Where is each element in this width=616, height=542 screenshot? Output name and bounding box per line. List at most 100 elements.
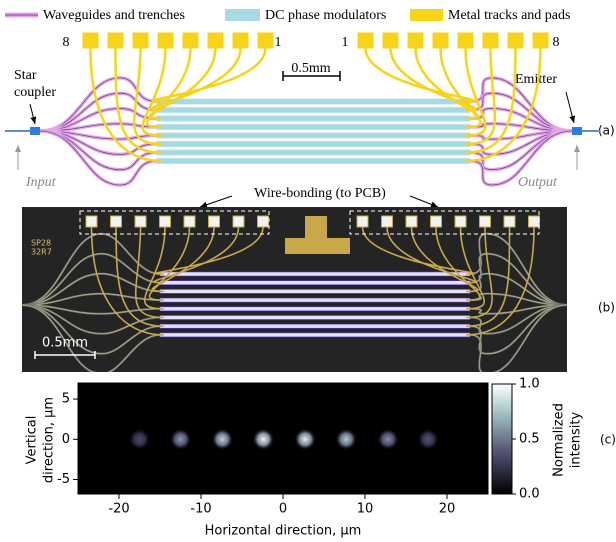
panel-b: Wire-bonding (to PCB) SP28 32R7 0.5mm (b… — [22, 186, 615, 374]
x-tick-label: -10 — [190, 502, 211, 517]
pad — [83, 33, 98, 48]
pad — [533, 33, 548, 48]
pad-label: 1 — [275, 35, 282, 50]
pad — [160, 216, 171, 227]
pad — [158, 33, 173, 48]
pad — [529, 216, 540, 227]
pad — [458, 33, 473, 48]
pad — [406, 216, 417, 227]
legend-label: DC phase modulators — [265, 8, 386, 23]
pad — [504, 216, 515, 227]
colorbar — [492, 384, 512, 494]
phase-modulator — [160, 333, 470, 337]
panel-c: Horizontal direction, μm Vertical direct… — [25, 377, 616, 539]
star-coupler-label: coupler — [14, 85, 56, 100]
x-tick-label: 10 — [357, 502, 374, 517]
spot — [294, 428, 316, 450]
arrow — [410, 196, 438, 207]
phase-modulator — [160, 316, 470, 320]
y-tick-label: -5 — [57, 472, 70, 487]
phase-modulator — [157, 159, 470, 164]
spot — [417, 428, 439, 450]
x-tick-label: 0 — [279, 502, 287, 517]
x-tick-label: 20 — [439, 502, 456, 517]
spot — [252, 428, 274, 450]
pad — [133, 33, 148, 48]
y-axis-label: direction, μm — [42, 397, 57, 483]
phase-modulator — [157, 142, 470, 147]
pad — [233, 33, 248, 48]
spot — [377, 428, 399, 450]
phase-modulator — [157, 99, 470, 104]
pad — [111, 216, 122, 227]
phase-modulator — [157, 133, 470, 138]
phase-modulator — [160, 272, 470, 276]
wire-bonding-label: Wire-bonding (to PCB) — [254, 186, 386, 201]
metal-track — [441, 48, 481, 127]
colorbar-label: intensity — [569, 412, 584, 469]
panel-a: Waveguides and trenches DC phase modulat… — [5, 8, 615, 190]
pad — [358, 33, 373, 48]
phase-modulator — [157, 125, 470, 130]
pad — [433, 33, 448, 48]
x-tick-label: -20 — [108, 502, 129, 517]
pad — [86, 216, 97, 227]
arrow — [30, 104, 35, 124]
phase-modulator — [160, 298, 470, 302]
y-tick-label: 0 — [62, 432, 70, 447]
star-coupler-label: Star — [14, 68, 37, 83]
pad — [183, 33, 198, 48]
arrow — [200, 196, 232, 207]
arrow — [566, 92, 574, 123]
pad-label: 1 — [342, 35, 349, 50]
pad — [382, 216, 393, 227]
pad — [209, 216, 220, 227]
legend-swatch — [410, 9, 443, 21]
colorbar-tick-label: 1.0 — [519, 377, 540, 392]
pad — [508, 33, 523, 48]
pad — [431, 216, 442, 227]
phase-modulator — [160, 307, 470, 311]
pad — [357, 216, 368, 227]
phase-modulator — [160, 281, 470, 285]
pad — [408, 33, 423, 48]
phase-modulator — [157, 108, 470, 113]
x-axis-label: Horizontal direction, μm — [205, 524, 362, 539]
legend-swatch — [225, 9, 260, 21]
scale-label: 0.5mm — [42, 336, 88, 351]
pad — [108, 33, 123, 48]
figure: Waveguides and trenches DC phase modulat… — [0, 0, 616, 542]
bond-pad — [305, 216, 327, 241]
colorbar-label: Normalized — [552, 403, 567, 477]
spot — [211, 428, 233, 450]
colorbar-tick-label: 0.0 — [519, 487, 540, 502]
metal-track — [147, 48, 191, 127]
panel-tag: (c) — [600, 433, 616, 447]
star-coupler — [30, 127, 40, 135]
pad — [480, 216, 491, 227]
metal-track — [153, 48, 266, 102]
phase-modulator — [160, 324, 470, 328]
pad — [208, 33, 223, 48]
legend-label: Metal tracks and pads — [448, 8, 570, 23]
phase-modulator — [160, 289, 470, 293]
chip-label: 32R7 — [31, 248, 52, 257]
spot — [335, 428, 357, 450]
legend-label: Waveguides and trenches — [43, 8, 185, 23]
spot — [129, 428, 151, 450]
phase-modulator — [157, 116, 470, 121]
pad-label: 8 — [63, 35, 70, 50]
phase-modulator — [157, 150, 470, 155]
star-coupler — [572, 127, 582, 135]
pad — [258, 216, 269, 227]
colorbar-tick-label: 0.5 — [519, 432, 540, 447]
pad — [383, 33, 398, 48]
input-label: Input — [25, 175, 57, 190]
panel-tag: (a) — [598, 124, 615, 138]
chip-label: SP28 — [31, 239, 51, 248]
scale-label: 0.5mm — [291, 61, 330, 76]
output-label: Output — [518, 175, 558, 190]
pad — [455, 216, 466, 227]
pad — [233, 216, 244, 227]
pad — [135, 216, 146, 227]
